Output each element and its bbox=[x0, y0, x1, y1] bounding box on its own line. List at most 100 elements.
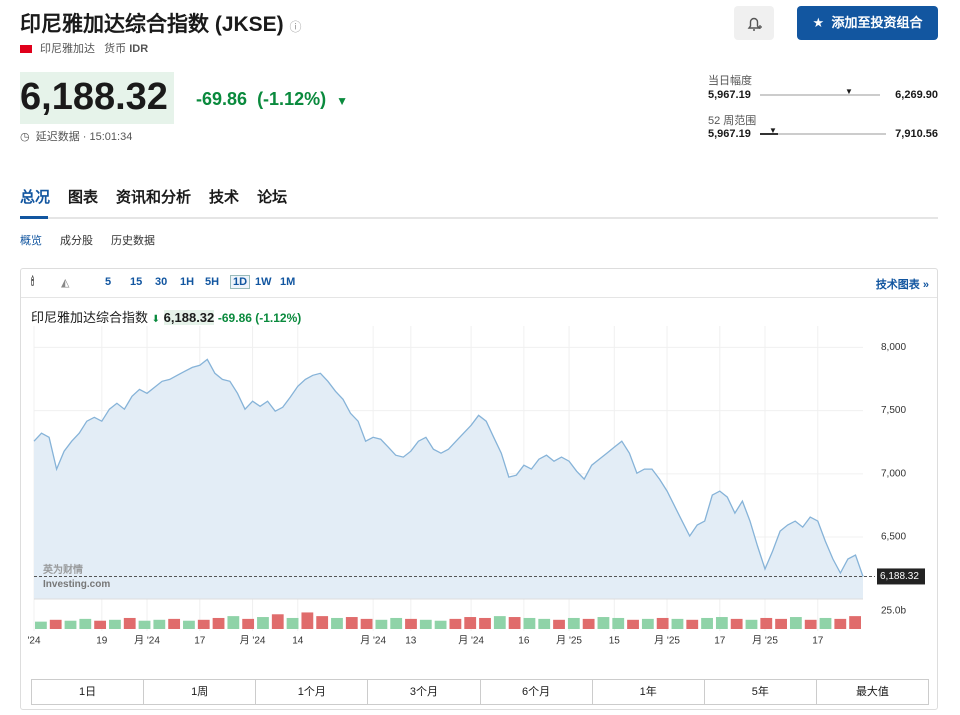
volume-bar bbox=[227, 616, 240, 629]
x-tick-label: 月 '24 bbox=[240, 635, 266, 647]
volume-bar bbox=[138, 620, 151, 629]
period-button[interactable]: 最大值 bbox=[855, 686, 889, 698]
interval-button[interactable]: 5 bbox=[105, 276, 112, 288]
volume-bar bbox=[701, 617, 713, 629]
volume-bar bbox=[523, 617, 536, 629]
volume-bar bbox=[686, 619, 699, 629]
volume-bar bbox=[449, 618, 462, 629]
country: 印尼雅加达 bbox=[40, 43, 95, 55]
y-tick-label: 7,000 bbox=[881, 468, 906, 479]
volume-bar bbox=[390, 617, 403, 629]
range-low: 5,967.19 bbox=[708, 128, 751, 140]
interval-button[interactable]: 30 bbox=[155, 276, 168, 288]
volume-bar bbox=[479, 617, 491, 629]
volume-bar bbox=[553, 619, 565, 629]
period-button[interactable]: 1年 bbox=[593, 680, 705, 704]
y-tick-label: 6,500 bbox=[881, 532, 906, 543]
change-value: -69.86 bbox=[196, 89, 248, 109]
toolbar: 🕯 ◭ 技术图表 » 5 15 30 1H 5H 1D 1W 1M bbox=[21, 269, 937, 298]
range-low: 5,967.19 bbox=[708, 89, 751, 101]
subtabs: 概览 成分股 历史数据 bbox=[20, 232, 173, 248]
tab[interactable]: 资讯和分析 bbox=[116, 189, 192, 206]
tab[interactable]: 图表 bbox=[68, 189, 99, 206]
x-tick-label: 17 bbox=[714, 636, 726, 647]
volume-bar bbox=[789, 617, 802, 629]
tab-line bbox=[20, 217, 938, 219]
volume-tick-label: 25.0b bbox=[881, 606, 906, 617]
tab[interactable]: 技术 bbox=[209, 189, 240, 206]
subtab[interactable]: 历史数据 bbox=[111, 235, 155, 247]
alert-button[interactable] bbox=[734, 6, 774, 40]
volume-bar bbox=[804, 619, 817, 629]
interval-button[interactable]: 1W bbox=[255, 276, 272, 288]
volume-bar bbox=[360, 618, 373, 629]
range-label: 当日幅度 bbox=[708, 75, 752, 87]
x-tick-label: '24 bbox=[27, 636, 40, 647]
volume-bar bbox=[197, 619, 210, 629]
volume-bar bbox=[405, 618, 417, 629]
interval-button[interactable]: 1M bbox=[280, 276, 296, 288]
instrument-info: 印尼雅加达 货币 IDR bbox=[20, 40, 148, 56]
change-pct: (-1.12%) bbox=[257, 89, 327, 109]
last-price-label: 6,188.32 bbox=[880, 571, 919, 582]
last-price-tag bbox=[877, 568, 925, 585]
volume-bar bbox=[627, 619, 639, 629]
volume-bar bbox=[242, 618, 255, 629]
volume-bar bbox=[49, 619, 62, 629]
title-text: 印尼雅加达综合指数 (JKSE) bbox=[20, 13, 284, 36]
volume-bar bbox=[35, 621, 47, 629]
period-button[interactable]: 1日 bbox=[32, 680, 145, 704]
volume-bar bbox=[612, 617, 625, 629]
tab[interactable]: 论坛 bbox=[257, 189, 288, 206]
add-portfolio-button[interactable]: ★ 添加至投资组合 bbox=[797, 6, 938, 40]
x-tick-label: 17 bbox=[812, 636, 824, 647]
period-button[interactable]: 1个月 bbox=[256, 680, 369, 704]
subtab[interactable]: 概览 bbox=[20, 235, 42, 247]
volume-bar bbox=[257, 617, 269, 629]
legend-name: 印尼雅加达综合指数 bbox=[31, 310, 149, 325]
tab[interactable]: 总况 bbox=[20, 189, 51, 206]
watermark-sub: Investing.com bbox=[43, 579, 110, 590]
x-tick-label: 19 bbox=[96, 636, 108, 647]
range-fill bbox=[760, 133, 778, 135]
volume-bar bbox=[109, 619, 121, 629]
period-button[interactable]: 6个月 bbox=[481, 680, 593, 704]
subtab[interactable]: 成分股 bbox=[60, 235, 93, 247]
interval-button[interactable]: 5H bbox=[205, 276, 220, 288]
period-button[interactable]: 1周 bbox=[144, 680, 257, 704]
y-tick-label: 8,000 bbox=[881, 342, 906, 353]
x-tick-label: 14 bbox=[292, 636, 304, 647]
volume-bar bbox=[656, 617, 669, 629]
volume-bar bbox=[419, 619, 432, 629]
interval-button[interactable]: 15 bbox=[130, 276, 143, 288]
interval-button[interactable]: 1D bbox=[230, 275, 251, 289]
interval-button[interactable]: 1H bbox=[180, 276, 195, 288]
volume-bar bbox=[212, 617, 225, 629]
volume-bar bbox=[301, 612, 314, 629]
x-tick-label: 月 '25 bbox=[654, 635, 680, 647]
volume-bar bbox=[153, 619, 166, 629]
volume-bar bbox=[745, 619, 758, 629]
tech-chart-link[interactable]: 技术图表 » bbox=[875, 279, 929, 291]
x-tick-label: 16 bbox=[518, 636, 530, 647]
x-tick-label: 月 '24 bbox=[134, 635, 160, 647]
range-bar bbox=[760, 94, 880, 96]
volume-bar bbox=[464, 617, 477, 629]
x-tick-label: 15 bbox=[609, 636, 621, 647]
volume-bar bbox=[493, 616, 506, 629]
volume-bar bbox=[730, 618, 743, 629]
currency-label: 货币 bbox=[104, 43, 127, 55]
button-text: 添加至投资组合 bbox=[831, 15, 923, 30]
chart-legend: 印尼雅加达综合指数 ⬇ 6,188.32 -69.86 (-1.12%) bbox=[31, 310, 302, 325]
volume-bar bbox=[168, 618, 181, 629]
currency: IDR bbox=[129, 43, 149, 55]
tab-active bbox=[20, 216, 48, 219]
volume-bar bbox=[375, 619, 388, 629]
period-button[interactable]: 5年 bbox=[705, 680, 817, 704]
volume-bar bbox=[849, 616, 861, 629]
volume-bar bbox=[508, 617, 521, 629]
x-tick-label: 月 '24 bbox=[458, 635, 484, 647]
volume-bar bbox=[64, 620, 77, 629]
period-button[interactable]: 3个月 bbox=[368, 680, 481, 704]
volume-bar bbox=[94, 620, 107, 629]
